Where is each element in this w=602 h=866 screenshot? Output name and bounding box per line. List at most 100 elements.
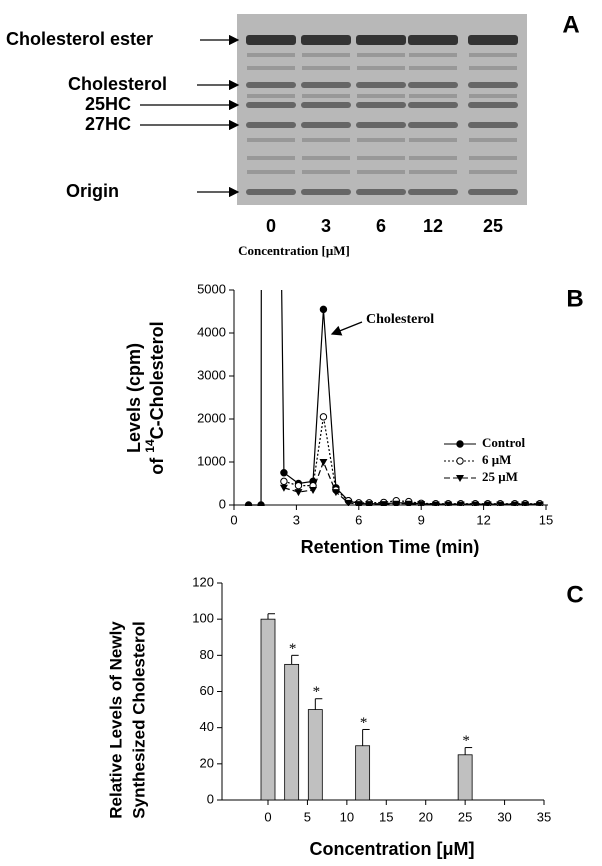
annotation-arrow <box>330 321 363 336</box>
lane-label: 12 <box>423 216 443 236</box>
x-tick-label: 30 <box>497 809 511 824</box>
gel-x-label: Concentration [μM] <box>238 243 350 258</box>
annotation: Cholesterol <box>366 312 434 327</box>
bar <box>284 663 300 801</box>
y-label-sup: 14 <box>143 439 157 453</box>
gel-band <box>302 156 350 160</box>
band-label: 27HC <box>85 114 131 134</box>
gel-band <box>408 122 458 128</box>
lane-label: 25 <box>483 216 503 236</box>
gel-band <box>356 122 406 128</box>
gel-band <box>246 102 296 108</box>
band-label: Cholesterol ester <box>6 29 153 49</box>
marker <box>521 501 530 506</box>
gel-band <box>356 82 406 88</box>
x-tick-label: 0 <box>230 512 237 527</box>
x-tick-label: 15 <box>379 809 393 824</box>
x-tick-label: 20 <box>418 809 432 824</box>
gel-band <box>409 138 457 142</box>
gel-band <box>468 102 518 108</box>
significance-mark: * <box>289 641 297 657</box>
gel-band <box>357 156 405 160</box>
gel-band <box>409 53 457 57</box>
y-label-part: of <box>147 453 167 475</box>
x-axis-label: Concentration [μM] <box>310 839 475 859</box>
gel-band <box>301 35 351 45</box>
gel-band <box>302 53 350 57</box>
panel-label: C <box>566 581 583 608</box>
bar <box>355 745 371 801</box>
marker <box>280 477 288 486</box>
y-tick-label: 5000 <box>197 281 226 296</box>
x-tick-label: 35 <box>537 809 551 824</box>
legend-label: Control <box>482 435 525 450</box>
gel-band <box>357 138 405 142</box>
x-axis-label: Retention Time (min) <box>301 537 480 557</box>
series-line <box>283 460 540 506</box>
gel-band <box>302 170 350 174</box>
marker <box>319 413 328 421</box>
marker <box>444 501 453 506</box>
y-axis-label: Levels (cpm) <box>124 343 144 453</box>
gel-band <box>302 138 350 142</box>
marker <box>280 469 288 477</box>
gel-band <box>356 35 406 45</box>
marker <box>456 440 464 448</box>
legend-label: 25 μM <box>482 469 518 484</box>
gel-band <box>247 138 295 142</box>
lane-label: 6 <box>376 216 386 236</box>
gel-band <box>301 82 351 88</box>
gel-band <box>301 102 351 108</box>
panel-label: B <box>566 285 583 312</box>
marker <box>244 501 253 506</box>
gel-band <box>246 82 296 88</box>
marker <box>392 500 401 506</box>
marker <box>294 481 303 490</box>
x-tick-label: 12 <box>476 512 490 527</box>
y-tick-label: 120 <box>192 574 214 589</box>
gel-band <box>357 94 405 98</box>
x-tick-label: 0 <box>264 809 271 824</box>
y-tick-label: 100 <box>192 611 214 626</box>
marker <box>319 305 328 314</box>
y-tick-label: 20 <box>200 755 214 770</box>
bar <box>457 754 473 801</box>
marker <box>483 501 492 506</box>
gel-panel <box>237 14 527 205</box>
gel-band <box>409 156 457 160</box>
gel-band <box>468 122 518 128</box>
gel-band <box>301 122 351 128</box>
marker <box>257 501 265 506</box>
gel-band <box>246 122 296 128</box>
marker <box>309 486 318 494</box>
gel-band <box>468 189 518 195</box>
gel-band <box>302 66 350 70</box>
marker <box>535 501 544 506</box>
marker <box>344 499 353 506</box>
marker <box>417 501 426 506</box>
y-tick-label: 3000 <box>197 367 226 382</box>
y-axis-label: of 14C-Cholesterol <box>143 321 167 474</box>
gel-band <box>357 66 405 70</box>
gel-band <box>247 53 295 57</box>
gel-band <box>409 66 457 70</box>
y-tick-label: 0 <box>207 791 214 806</box>
x-tick-label: 5 <box>304 809 311 824</box>
gel-band <box>356 102 406 108</box>
marker <box>365 501 374 506</box>
gel-band <box>408 82 458 88</box>
gel-band <box>357 170 405 174</box>
gel-band <box>246 189 296 195</box>
bar <box>307 709 323 801</box>
gel-band <box>302 94 350 98</box>
x-tick-label: 9 <box>418 512 425 527</box>
lane-label: 3 <box>321 216 331 236</box>
y-tick-label: 60 <box>200 683 214 698</box>
gel-band <box>408 102 458 108</box>
marker <box>279 484 288 492</box>
lane-label: 0 <box>266 216 276 236</box>
x-tick-label: 25 <box>458 809 472 824</box>
gel-band <box>409 94 457 98</box>
gel-band <box>469 66 517 70</box>
